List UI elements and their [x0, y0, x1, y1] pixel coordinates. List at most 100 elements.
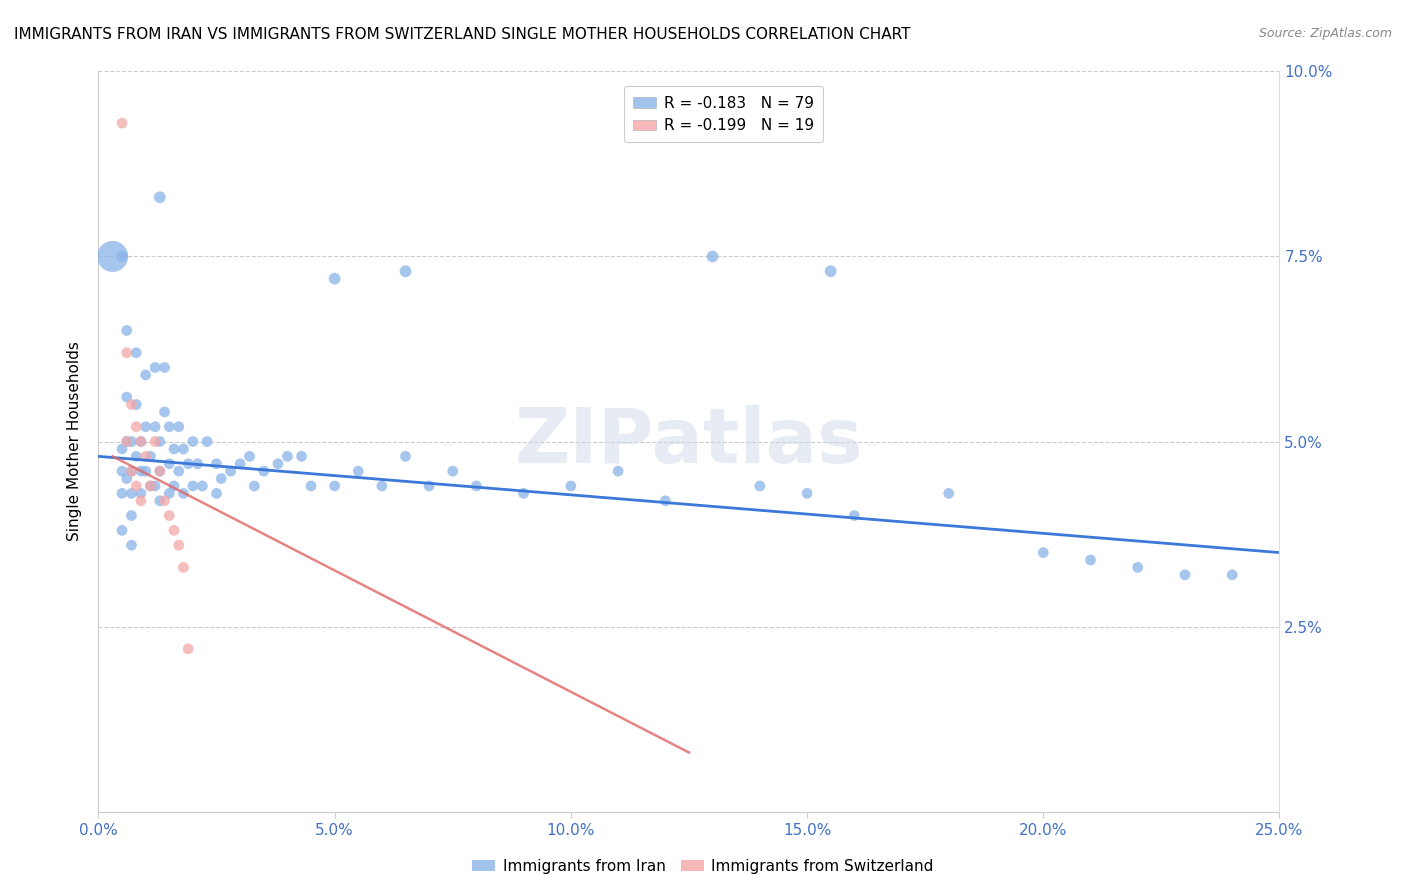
Point — [181, 434, 204, 449]
Point — [654, 493, 676, 508]
Point — [115, 434, 138, 449]
Point — [796, 486, 818, 500]
Point — [157, 457, 180, 471]
Point — [418, 479, 440, 493]
Point — [181, 479, 204, 493]
Point — [115, 345, 138, 359]
Point — [149, 190, 172, 204]
Text: Source: ZipAtlas.com: Source: ZipAtlas.com — [1258, 27, 1392, 40]
Point — [371, 479, 394, 493]
Point — [167, 419, 190, 434]
Point — [1080, 553, 1102, 567]
Point — [143, 419, 166, 434]
Point — [290, 450, 312, 464]
Point — [820, 264, 842, 278]
Point — [149, 464, 172, 478]
Point — [125, 450, 148, 464]
Point — [187, 457, 209, 471]
Point — [323, 271, 346, 285]
Y-axis label: Single Mother Households: Single Mother Households — [67, 342, 83, 541]
Point — [111, 486, 134, 500]
Point — [135, 450, 157, 464]
Point — [394, 450, 416, 464]
Point — [209, 472, 232, 486]
Point — [229, 457, 252, 471]
Point — [441, 464, 464, 478]
Point — [115, 434, 138, 449]
Point — [111, 464, 134, 478]
Point — [157, 486, 180, 500]
Point — [125, 345, 148, 359]
Point — [115, 472, 138, 486]
Point — [1126, 560, 1149, 574]
Point — [1174, 567, 1197, 582]
Point — [143, 479, 166, 493]
Point — [844, 508, 866, 523]
Point — [394, 264, 416, 278]
Point — [267, 457, 290, 471]
Point — [1220, 567, 1243, 582]
Point — [101, 250, 124, 264]
Point — [167, 538, 190, 552]
Point — [139, 479, 162, 493]
Point — [205, 457, 228, 471]
Point — [111, 250, 134, 264]
Point — [139, 479, 162, 493]
Point — [125, 398, 148, 412]
Point — [323, 479, 346, 493]
Point — [195, 434, 218, 449]
Text: IMMIGRANTS FROM IRAN VS IMMIGRANTS FROM SWITZERLAND SINGLE MOTHER HOUSEHOLDS COR: IMMIGRANTS FROM IRAN VS IMMIGRANTS FROM … — [14, 27, 911, 42]
Point — [465, 479, 488, 493]
Point — [153, 405, 176, 419]
Point — [111, 442, 134, 456]
Point — [129, 434, 152, 449]
Point — [121, 538, 143, 552]
Point — [512, 486, 534, 500]
Point — [299, 479, 322, 493]
Point — [135, 464, 157, 478]
Point — [129, 493, 152, 508]
Point — [1032, 545, 1054, 560]
Text: ZIPatlas: ZIPatlas — [515, 405, 863, 478]
Point — [191, 479, 214, 493]
Point — [115, 390, 138, 404]
Point — [129, 464, 152, 478]
Point — [239, 450, 262, 464]
Point — [607, 464, 630, 478]
Point — [121, 486, 143, 500]
Point — [938, 486, 960, 500]
Point — [748, 479, 770, 493]
Point — [163, 479, 186, 493]
Point — [157, 508, 180, 523]
Point — [135, 368, 157, 382]
Point — [143, 360, 166, 375]
Point — [243, 479, 266, 493]
Point — [125, 479, 148, 493]
Point — [153, 360, 176, 375]
Point — [219, 464, 242, 478]
Point — [135, 419, 157, 434]
Point — [172, 442, 194, 456]
Point — [149, 464, 172, 478]
Point — [125, 419, 148, 434]
Point — [129, 486, 152, 500]
Point — [111, 524, 134, 538]
Point — [139, 450, 162, 464]
Point — [172, 486, 194, 500]
Point — [121, 508, 143, 523]
Point — [177, 457, 200, 471]
Legend: Immigrants from Iran, Immigrants from Switzerland: Immigrants from Iran, Immigrants from Sw… — [465, 853, 941, 880]
Point — [205, 486, 228, 500]
Point — [143, 434, 166, 449]
Point — [111, 116, 134, 130]
Point — [172, 560, 194, 574]
Point — [121, 398, 143, 412]
Point — [121, 464, 143, 478]
Point — [560, 479, 582, 493]
Legend: R = -0.183   N = 79, R = -0.199   N = 19: R = -0.183 N = 79, R = -0.199 N = 19 — [624, 87, 823, 143]
Point — [153, 493, 176, 508]
Point — [276, 450, 298, 464]
Point — [115, 324, 138, 338]
Point — [167, 464, 190, 478]
Point — [347, 464, 370, 478]
